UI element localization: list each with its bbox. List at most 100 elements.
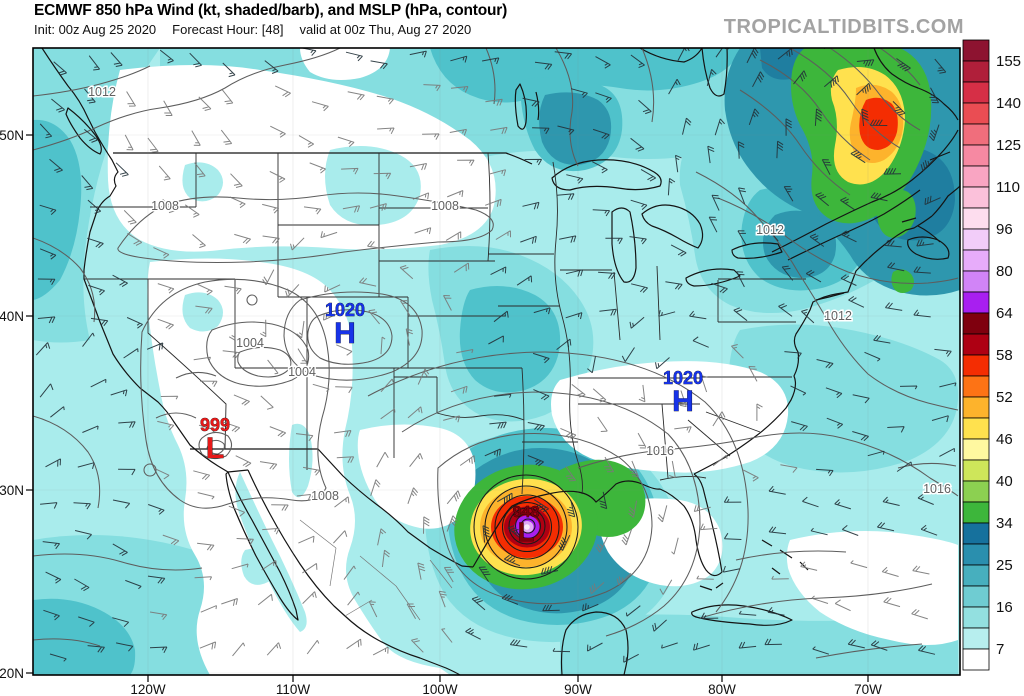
wind-barb bbox=[711, 282, 728, 294]
wind-barb bbox=[405, 328, 414, 346]
wind-barb bbox=[841, 525, 859, 536]
contour-labels-layer: 1012 1008 1008 1004 1004 1008 1012 1012 1016 1016 bbox=[87, 84, 953, 505]
colorbar-tick-label: 110 bbox=[996, 179, 1020, 196]
wind-barb bbox=[234, 233, 251, 244]
wind-barb bbox=[381, 549, 390, 568]
wind-barb bbox=[939, 447, 955, 457]
wind-barb bbox=[864, 351, 881, 362]
wind-barb bbox=[411, 638, 424, 653]
wind-barb bbox=[669, 460, 676, 479]
wind-barb bbox=[116, 642, 134, 652]
wind-barb bbox=[800, 561, 818, 571]
wind-barb bbox=[867, 450, 885, 457]
wind-barb bbox=[527, 422, 545, 432]
lon-tick-label: 90W bbox=[564, 682, 592, 696]
wind-barb bbox=[197, 492, 215, 500]
wind-barb bbox=[516, 275, 533, 286]
wind-barb bbox=[712, 411, 726, 427]
wind-barb bbox=[616, 572, 632, 586]
wind-barb bbox=[840, 196, 855, 211]
wind-barb bbox=[826, 417, 844, 429]
wind-barb bbox=[198, 424, 216, 433]
colorbar-segment bbox=[962, 375, 990, 398]
wind-barb bbox=[485, 98, 503, 106]
init-time: Init: 00z Aug 25 2020 bbox=[34, 22, 157, 37]
colorbar-segment bbox=[962, 522, 990, 545]
map-title: ECMWF 850 hPa Wind (kt, shaded/barb), an… bbox=[34, 2, 508, 19]
wind-barb bbox=[712, 454, 728, 467]
wind-barb bbox=[887, 262, 905, 272]
wind-barb bbox=[638, 384, 646, 403]
isobar-label: 1012 bbox=[824, 309, 852, 323]
wind-barb bbox=[324, 284, 341, 293]
colorbar-segment bbox=[962, 627, 990, 650]
wind-barb bbox=[299, 48, 317, 56]
wind-barb bbox=[630, 283, 648, 293]
wind-barb bbox=[802, 496, 819, 508]
colorbar-segment bbox=[962, 270, 990, 293]
wind-barb bbox=[840, 274, 857, 286]
wind-barb bbox=[667, 177, 676, 196]
wind-barb bbox=[571, 384, 586, 398]
colorbar-segment bbox=[962, 249, 990, 272]
wind-barb bbox=[82, 332, 95, 347]
wind-barb bbox=[790, 385, 807, 396]
site-watermark: TROPICALTIDBITS.COM bbox=[723, 16, 964, 38]
wind-barb bbox=[675, 154, 682, 173]
isobar-label: 1004 bbox=[288, 365, 316, 379]
colorbar-tick-label: 155 bbox=[996, 53, 1021, 70]
colorbar-segment bbox=[962, 333, 990, 356]
wind-barb bbox=[262, 235, 280, 244]
wind-barb bbox=[51, 98, 65, 113]
wind-barb bbox=[302, 591, 317, 604]
wind-barb bbox=[714, 118, 725, 136]
isobar-label: 1012 bbox=[756, 223, 784, 237]
wind-barb bbox=[768, 526, 787, 535]
wind-barb bbox=[406, 603, 417, 619]
wind-barb bbox=[488, 335, 504, 345]
wind-barb bbox=[722, 565, 741, 573]
wind-barb bbox=[297, 348, 308, 364]
colorbar-segment bbox=[962, 480, 990, 503]
wind-barb bbox=[110, 389, 128, 397]
wind-barb bbox=[665, 281, 683, 290]
wind-barb bbox=[534, 61, 553, 70]
wind-barb bbox=[736, 271, 745, 288]
wind-barb bbox=[552, 647, 571, 653]
map-border bbox=[32, 47, 961, 676]
wind-barb bbox=[485, 198, 502, 207]
wind-barb bbox=[200, 380, 218, 388]
wind-barb bbox=[39, 123, 53, 139]
wind-barb bbox=[221, 598, 238, 606]
wind-barb bbox=[162, 198, 176, 214]
wind-barb bbox=[507, 525, 522, 540]
wind-barb bbox=[540, 565, 559, 575]
wind-barb bbox=[592, 161, 608, 174]
map-subtitle: Init: 00z Aug 25 2020 Forecast Hour: [48]… bbox=[34, 22, 487, 37]
wind-barb bbox=[194, 576, 213, 581]
wind-barb bbox=[929, 87, 940, 104]
wind-barb bbox=[126, 317, 143, 329]
wind-barb bbox=[524, 158, 543, 166]
colorbar-tick-label: 140 bbox=[996, 95, 1021, 112]
wind-barb bbox=[856, 82, 871, 96]
wind-barb bbox=[457, 159, 475, 166]
wind-barb bbox=[738, 610, 757, 616]
wind-barb bbox=[37, 278, 56, 286]
colorbar-tick-label: 58 bbox=[996, 347, 1013, 364]
wind-barb bbox=[920, 524, 938, 536]
wind-barb bbox=[661, 642, 678, 649]
wind-barb bbox=[490, 126, 508, 135]
wind-barb bbox=[333, 530, 348, 544]
colorbar-tick-label: 34 bbox=[996, 515, 1013, 532]
wind-barb bbox=[801, 309, 815, 324]
wind-barb bbox=[566, 174, 584, 184]
wind-barb bbox=[83, 129, 98, 143]
wind-barb bbox=[629, 460, 639, 478]
wind-barb bbox=[149, 611, 168, 621]
wind-barb bbox=[49, 158, 63, 173]
wind-barb bbox=[852, 394, 870, 404]
wind-barb bbox=[90, 317, 109, 327]
wind-barb bbox=[453, 262, 470, 273]
